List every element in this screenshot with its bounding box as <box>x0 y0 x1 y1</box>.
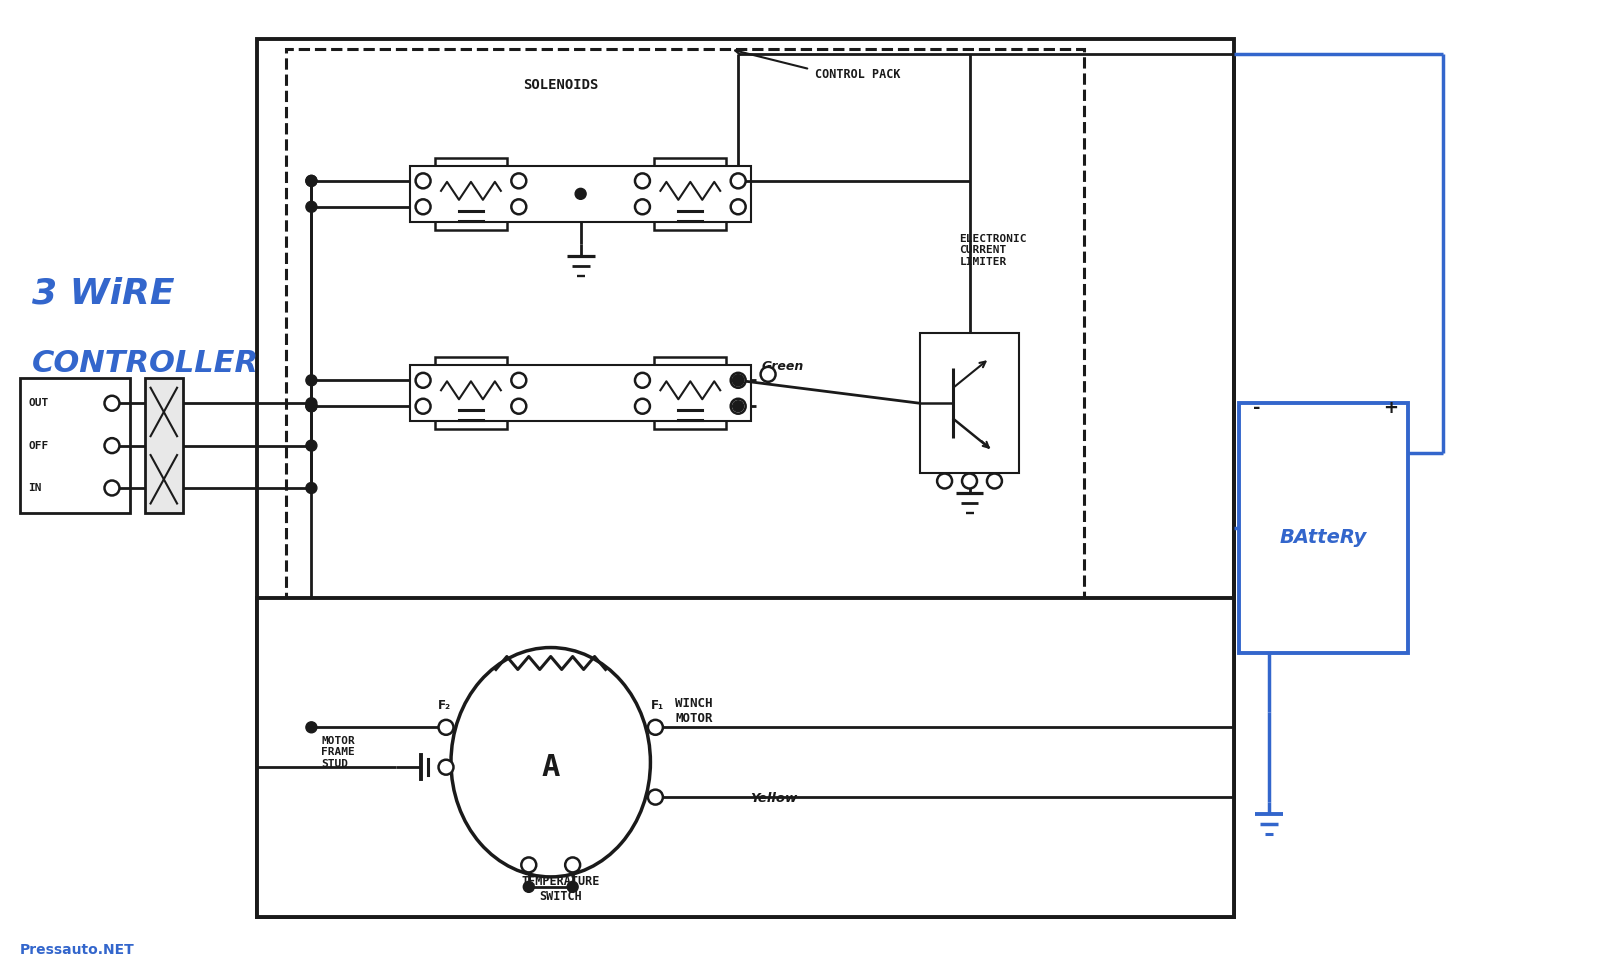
Text: Green: Green <box>762 360 803 374</box>
Bar <box>410 365 750 421</box>
Circle shape <box>733 375 744 385</box>
Text: WINCH
MOTOR: WINCH MOTOR <box>675 698 714 726</box>
Circle shape <box>416 399 430 414</box>
Circle shape <box>512 173 526 189</box>
Text: +: + <box>1382 399 1398 417</box>
Text: Pressauto.NET: Pressauto.NET <box>21 943 134 956</box>
Text: IN: IN <box>29 483 42 493</box>
Circle shape <box>438 720 453 735</box>
Circle shape <box>416 173 430 189</box>
Circle shape <box>438 760 453 775</box>
Bar <box>1238 403 1408 653</box>
Text: OFF: OFF <box>29 441 48 450</box>
Text: TEMPERATURE
SWITCH: TEMPERATURE SWITCH <box>522 875 600 903</box>
Circle shape <box>522 857 536 873</box>
Text: BAtteRy: BAtteRy <box>1280 528 1366 548</box>
Text: ELECTRONIC
CURRENT
LIMITER: ELECTRONIC CURRENT LIMITER <box>960 234 1027 267</box>
Circle shape <box>306 722 317 733</box>
Circle shape <box>731 399 746 414</box>
Circle shape <box>306 175 317 187</box>
Bar <box>435 357 507 429</box>
Circle shape <box>987 474 1002 488</box>
Circle shape <box>306 398 317 409</box>
Circle shape <box>306 375 317 385</box>
Ellipse shape <box>451 648 651 877</box>
Bar <box>654 357 726 429</box>
Circle shape <box>306 401 317 412</box>
Circle shape <box>635 373 650 388</box>
Bar <box>146 378 182 513</box>
Circle shape <box>565 857 581 873</box>
Circle shape <box>962 474 978 488</box>
Bar <box>256 597 1234 917</box>
Circle shape <box>306 175 317 187</box>
Circle shape <box>523 882 534 892</box>
Circle shape <box>635 399 650 414</box>
Text: 3 WiRE: 3 WiRE <box>32 276 174 310</box>
Circle shape <box>731 373 746 388</box>
Text: CONTROL PACK: CONTROL PACK <box>814 68 901 81</box>
Text: MOTOR
FRAME
STUD: MOTOR FRAME STUD <box>322 736 355 769</box>
Bar <box>435 158 507 230</box>
Text: A: A <box>541 753 560 781</box>
Circle shape <box>512 399 526 414</box>
Circle shape <box>416 199 430 214</box>
Text: SOLENOIDS: SOLENOIDS <box>523 78 598 92</box>
Circle shape <box>648 790 662 805</box>
Circle shape <box>306 440 317 451</box>
Text: F₂: F₂ <box>437 700 451 712</box>
Circle shape <box>574 189 586 199</box>
Circle shape <box>648 720 662 735</box>
Circle shape <box>635 173 650 189</box>
Circle shape <box>733 375 744 385</box>
Circle shape <box>733 401 744 412</box>
Circle shape <box>731 199 746 214</box>
Circle shape <box>306 201 317 212</box>
Circle shape <box>512 373 526 388</box>
Bar <box>410 166 750 222</box>
Circle shape <box>635 199 650 214</box>
Circle shape <box>760 367 776 381</box>
Circle shape <box>731 173 746 189</box>
Circle shape <box>512 199 526 214</box>
Text: CONTROLLER: CONTROLLER <box>32 349 259 378</box>
Bar <box>654 158 726 230</box>
Bar <box>920 334 1019 473</box>
Circle shape <box>104 396 120 411</box>
Circle shape <box>306 401 317 412</box>
Bar <box>286 50 1085 597</box>
Bar <box>21 378 130 513</box>
Circle shape <box>938 474 952 488</box>
Text: -: - <box>1253 399 1261 417</box>
Bar <box>256 39 1234 917</box>
Circle shape <box>566 882 578 892</box>
Text: Yellow: Yellow <box>750 792 797 805</box>
Circle shape <box>416 373 430 388</box>
Circle shape <box>306 483 317 493</box>
Circle shape <box>104 438 120 453</box>
Text: OUT: OUT <box>29 398 48 409</box>
Circle shape <box>104 481 120 495</box>
Text: F₁: F₁ <box>651 700 664 712</box>
